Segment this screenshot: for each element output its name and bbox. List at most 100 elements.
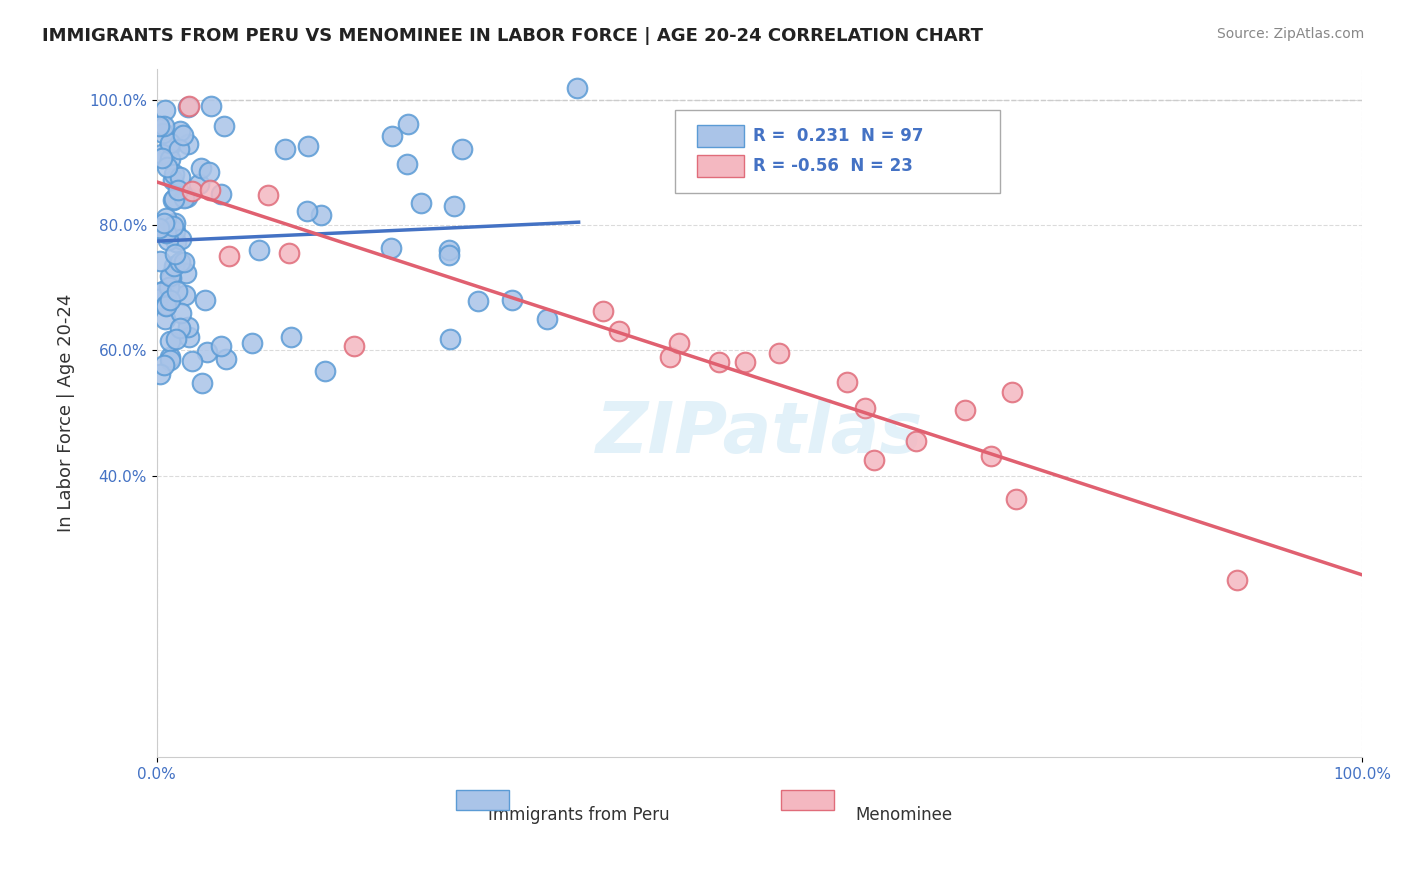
Point xyxy=(165,224,187,238)
Point xyxy=(953,403,976,417)
Y-axis label: In Labor Force | Age 20-24: In Labor Force | Age 20-24 xyxy=(58,293,75,533)
Point xyxy=(156,224,179,238)
Point xyxy=(297,139,319,153)
Point xyxy=(159,353,181,368)
Point xyxy=(215,352,238,367)
Point xyxy=(1226,573,1249,587)
Point xyxy=(156,160,179,174)
Point xyxy=(1001,384,1024,399)
Point xyxy=(295,203,318,218)
Point xyxy=(855,401,877,416)
Point xyxy=(148,221,170,235)
Point xyxy=(177,137,200,152)
Point xyxy=(155,226,177,240)
Point xyxy=(165,216,187,230)
Point xyxy=(343,339,366,353)
Point xyxy=(152,216,174,230)
Point xyxy=(152,284,174,298)
Point xyxy=(277,246,299,260)
Point xyxy=(198,183,221,197)
FancyBboxPatch shape xyxy=(782,790,834,811)
Point xyxy=(157,280,180,294)
Point xyxy=(153,103,176,117)
FancyBboxPatch shape xyxy=(697,125,744,147)
Point xyxy=(159,271,181,285)
Point xyxy=(188,178,211,192)
Text: R = -0.56  N = 23: R = -0.56 N = 23 xyxy=(754,157,914,175)
Point xyxy=(165,333,187,347)
Point xyxy=(157,141,180,155)
Text: Immigrants from Peru: Immigrants from Peru xyxy=(488,805,669,823)
Point xyxy=(904,434,927,449)
Point xyxy=(152,358,174,372)
Point xyxy=(218,249,240,263)
Point xyxy=(159,350,181,364)
Point xyxy=(166,284,188,298)
Point xyxy=(396,117,419,131)
Point xyxy=(209,339,232,353)
Point xyxy=(451,142,474,156)
FancyBboxPatch shape xyxy=(675,110,1001,193)
Text: Menominee: Menominee xyxy=(855,805,953,823)
Point xyxy=(835,375,858,389)
Point xyxy=(174,266,197,280)
FancyBboxPatch shape xyxy=(456,790,509,811)
Point xyxy=(607,324,630,338)
Point xyxy=(177,330,200,344)
Point xyxy=(169,254,191,268)
Point xyxy=(190,161,212,176)
Point xyxy=(501,293,523,307)
Point xyxy=(169,321,191,335)
Point xyxy=(170,232,193,246)
Point xyxy=(177,99,200,113)
Point xyxy=(173,191,195,205)
Point xyxy=(155,300,177,314)
FancyBboxPatch shape xyxy=(697,154,744,177)
Point xyxy=(148,221,170,235)
Point xyxy=(162,259,184,273)
Point xyxy=(169,124,191,138)
Point xyxy=(536,312,558,326)
Point xyxy=(148,292,170,306)
Point xyxy=(162,219,184,234)
Point xyxy=(163,192,186,206)
Point xyxy=(148,120,170,134)
Point xyxy=(209,186,232,201)
Point xyxy=(176,319,198,334)
Point xyxy=(274,142,297,156)
Point xyxy=(280,330,302,344)
Point xyxy=(411,195,433,210)
Point xyxy=(734,355,756,369)
Point xyxy=(167,183,190,197)
Point xyxy=(159,153,181,167)
Point xyxy=(162,193,184,207)
Point xyxy=(437,243,460,257)
Point xyxy=(167,143,190,157)
Point xyxy=(668,336,690,351)
Point xyxy=(565,81,588,95)
Point xyxy=(163,167,186,181)
Point xyxy=(172,128,194,143)
Point xyxy=(309,208,332,222)
Point xyxy=(200,99,222,113)
Point xyxy=(439,332,461,346)
Point xyxy=(150,151,173,165)
Point xyxy=(170,306,193,320)
Point xyxy=(395,156,418,170)
Point xyxy=(159,136,181,150)
Point xyxy=(257,188,280,202)
Point xyxy=(159,293,181,308)
Point xyxy=(176,190,198,204)
Point xyxy=(177,100,200,114)
Point xyxy=(169,169,191,184)
Point xyxy=(863,453,886,467)
Point xyxy=(180,185,202,199)
Point xyxy=(191,376,214,391)
Point xyxy=(212,119,235,133)
Point xyxy=(194,293,217,307)
Text: Source: ZipAtlas.com: Source: ZipAtlas.com xyxy=(1216,27,1364,41)
Point xyxy=(165,235,187,249)
Point xyxy=(443,199,465,213)
Point xyxy=(247,243,270,257)
Point xyxy=(709,355,731,369)
